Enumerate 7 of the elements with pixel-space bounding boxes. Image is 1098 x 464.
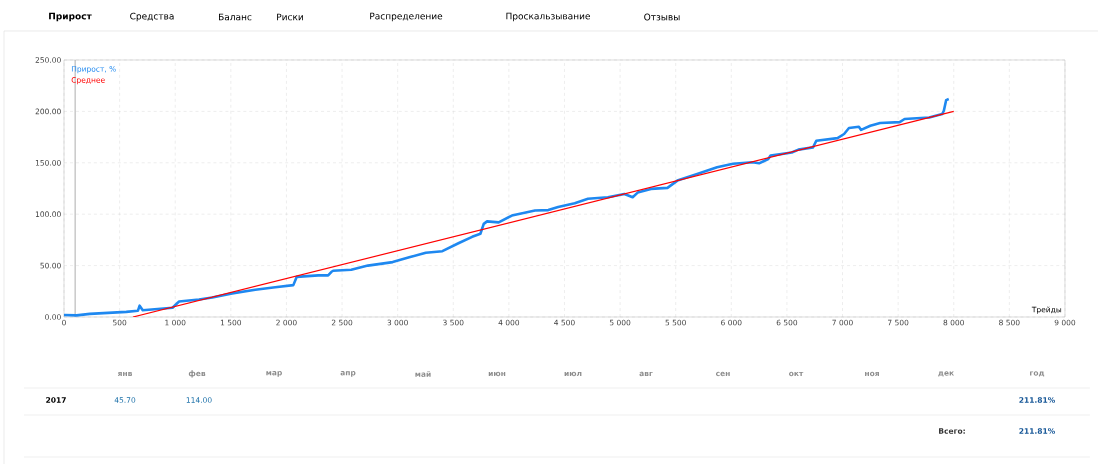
text: Риски <box>277 13 303 21</box>
text: Баланс <box>219 13 252 21</box>
text: Отзывы <box>644 13 680 21</box>
text: Прирост <box>49 12 92 22</box>
text: Распределение <box>370 12 443 22</box>
text: Средства <box>130 12 174 22</box>
text: Проскальзывание <box>506 12 590 22</box>
